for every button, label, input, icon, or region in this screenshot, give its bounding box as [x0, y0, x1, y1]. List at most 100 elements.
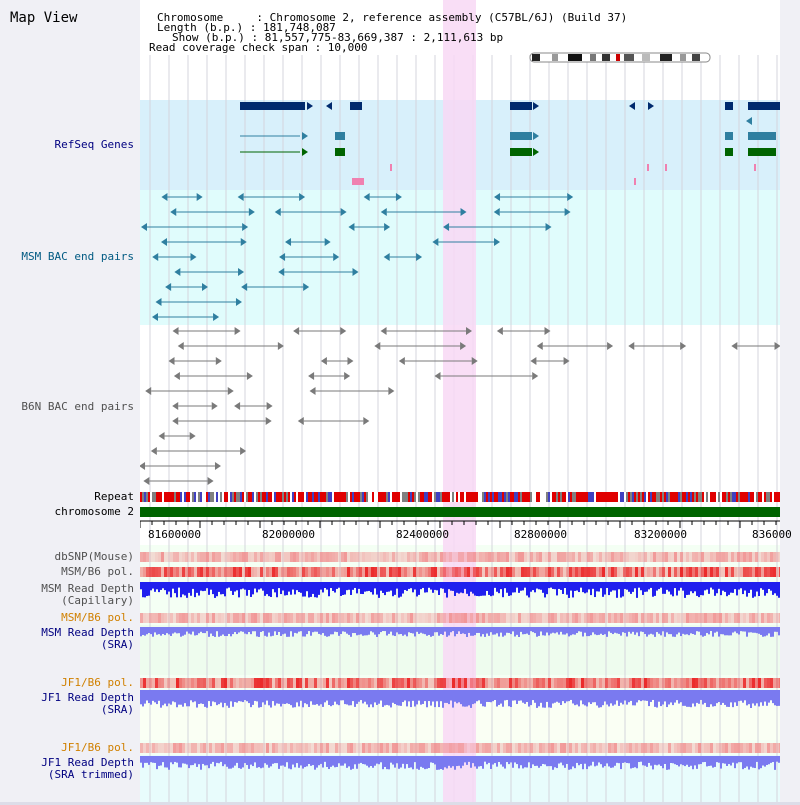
heat-cell — [239, 552, 242, 562]
depth-bar — [354, 756, 356, 765]
heat-cell — [686, 613, 689, 623]
heat-cell — [257, 552, 260, 562]
msm-depth-capillary-label[interactable]: MSM Read Depth (Capillary) — [41, 583, 134, 606]
depth-bar — [436, 582, 438, 591]
repeat-segment — [262, 492, 264, 502]
heat-cell — [311, 567, 314, 577]
depth-bar — [254, 690, 256, 701]
depth-bar — [558, 756, 560, 764]
depth-bar — [754, 627, 756, 633]
depth-bar — [208, 756, 210, 769]
jf1-pol-2-label[interactable]: JF1/B6 pol. — [61, 741, 134, 754]
jf1-pol-label[interactable]: JF1/B6 pol. — [61, 676, 134, 689]
repeat-segment — [502, 492, 504, 502]
depth-bar — [140, 627, 142, 637]
heat-cell — [398, 552, 401, 562]
depth-bar — [212, 756, 214, 762]
depth-bar — [636, 756, 638, 769]
refseq-genes-label[interactable]: RefSeq Genes — [54, 138, 134, 151]
heat-cell — [542, 743, 545, 753]
heat-cell — [401, 613, 404, 623]
depth-bar — [774, 627, 776, 632]
depth-bar — [212, 627, 214, 636]
repeat-segment — [774, 492, 776, 502]
heat-cell — [548, 678, 551, 688]
b6n-bac-label[interactable]: B6N BAC end pairs — [21, 400, 134, 413]
b6n-bac-end — [140, 462, 146, 470]
heat-cell — [404, 743, 407, 753]
depth-bar — [312, 756, 314, 766]
depth-bar — [328, 627, 330, 637]
heat-cell — [521, 552, 524, 562]
b6n-bac-end — [607, 342, 614, 350]
heat-cell — [683, 678, 686, 688]
msm-bac-label[interactable]: MSM BAC end pairs — [21, 250, 134, 263]
heat-cell — [314, 552, 317, 562]
depth-bar — [170, 756, 172, 763]
depth-bar — [536, 627, 538, 637]
depth-bar — [752, 627, 754, 633]
depth-bar — [376, 582, 378, 595]
depth-bar — [738, 627, 740, 635]
depth-bar — [604, 582, 606, 595]
heat-cell — [650, 743, 653, 753]
heat-cell — [314, 678, 317, 688]
heat-cell — [527, 678, 530, 688]
depth-bar — [604, 627, 606, 635]
depth-bar — [226, 690, 228, 706]
depth-bar — [776, 627, 778, 632]
depth-bar — [394, 756, 396, 768]
depth-bar — [218, 690, 220, 705]
heat-cell — [755, 743, 758, 753]
heat-cell — [719, 552, 722, 562]
dbsnp-label[interactable]: dbSNP(Mouse) — [54, 550, 134, 563]
msm-pol-2-label[interactable]: MSM/B6 pol. — [61, 611, 134, 624]
heat-cell — [278, 678, 281, 688]
depth-bar — [660, 582, 662, 588]
heat-cell — [758, 567, 761, 577]
repeat-segment — [474, 492, 476, 502]
depth-bar — [346, 627, 348, 634]
jf1-depth-label[interactable]: JF1 Read Depth (SRA) — [41, 692, 134, 715]
heat-cell — [557, 552, 560, 562]
heat-cell — [221, 743, 224, 753]
depth-bar — [630, 756, 632, 769]
b6n-bac-end — [297, 417, 304, 425]
depth-bar — [584, 582, 586, 594]
repeat-segment — [542, 492, 544, 502]
depth-bar — [558, 690, 560, 703]
jf1-trimmed-label[interactable]: JF1 Read Depth (SRA trimmed) — [41, 757, 134, 780]
heat-cell — [506, 743, 509, 753]
msm-bac-end — [141, 223, 148, 231]
heat-cell — [218, 743, 221, 753]
depth-bar — [304, 690, 306, 704]
depth-bar — [506, 690, 508, 700]
msm-pol-label[interactable]: MSM/B6 pol. — [61, 565, 134, 578]
gene-block — [748, 148, 776, 156]
gene-block — [510, 132, 532, 140]
depth-bar — [468, 582, 470, 597]
depth-bar — [140, 690, 142, 705]
heat-cell — [728, 613, 731, 623]
repeat-segment — [294, 492, 296, 502]
depth-bar — [714, 627, 716, 633]
heat-cell — [161, 552, 164, 562]
heat-cell — [572, 567, 575, 577]
heat-cell — [515, 552, 518, 562]
depth-bar — [202, 627, 204, 634]
msm-depth-sra-label[interactable]: MSM Read Depth (SRA) — [41, 627, 134, 650]
depth-bar — [286, 690, 288, 704]
heat-cell — [215, 552, 218, 562]
heat-cell — [764, 743, 767, 753]
depth-bar — [588, 582, 590, 590]
repeat-segment — [682, 492, 684, 502]
b6n-bac-end — [532, 372, 539, 380]
depth-bar — [614, 756, 616, 766]
depth-bar — [560, 690, 562, 706]
depth-bar — [576, 582, 578, 591]
heat-cell — [410, 743, 413, 753]
depth-bar — [684, 756, 686, 767]
repeat-segment — [606, 492, 608, 502]
heat-cell — [269, 613, 272, 623]
length-info: Length (b.p.) : 181,748,087 — [157, 21, 336, 34]
